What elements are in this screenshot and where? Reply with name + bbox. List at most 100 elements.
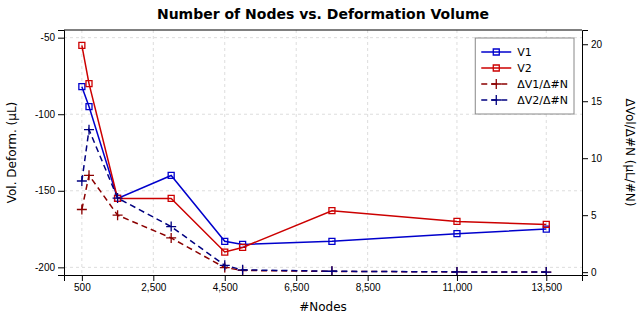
tick: -200 (35, 262, 64, 273)
tick-mark (582, 158, 588, 159)
point (79, 42, 85, 48)
tick-mark (153, 275, 154, 281)
point (168, 172, 174, 178)
legend-item: V1 (481, 46, 532, 59)
tick: 8,500 (356, 275, 381, 293)
point (86, 104, 92, 110)
grid (64, 30, 582, 275)
point (220, 260, 230, 270)
grid-line (64, 267, 582, 268)
y-axis: -200 -150 -100 -50 (35, 31, 65, 276)
legend: V1 V2 ΔV1/Δ#N ΔV2/Δ#N (475, 38, 574, 114)
x-axis: 500 2,500 4,500 6,500 8,500 11,000 13,500 (65, 275, 583, 293)
legend-box (475, 38, 574, 114)
point (541, 267, 551, 275)
tick: 6,500 (284, 275, 309, 293)
point (329, 208, 335, 214)
point (543, 221, 549, 227)
tick-mark (457, 275, 458, 281)
tick-label: -150 (35, 185, 55, 196)
tick-label: 10 (591, 153, 603, 164)
axis-line (58, 31, 65, 276)
grid-line (81, 30, 82, 275)
tick-label: 6,500 (284, 282, 309, 293)
tick-label: 500 (74, 282, 91, 293)
tick: 4,500 (213, 275, 238, 293)
point (84, 170, 94, 180)
point (329, 238, 335, 244)
tick: 10 (582, 153, 603, 164)
tick: 2,500 (141, 275, 166, 293)
point (86, 81, 92, 87)
tick-label: -200 (35, 262, 55, 273)
point (327, 266, 337, 275)
legend-item: ΔV1/Δ#N (481, 78, 568, 91)
tick-mark (582, 101, 588, 102)
point (240, 244, 246, 250)
grid-line (456, 30, 457, 275)
legend-marker (491, 79, 501, 89)
point (113, 193, 123, 203)
tick-mark (58, 267, 64, 268)
point (168, 195, 174, 201)
legend-label: ΔV1/Δ#N (517, 78, 568, 91)
frame-line (64, 30, 582, 31)
legend-marker (493, 65, 499, 71)
tick-label: 15 (591, 96, 603, 107)
tick: 0 (582, 267, 597, 278)
point (222, 249, 228, 255)
tick-label: 13,500 (531, 282, 562, 293)
tick-label: 2,500 (141, 282, 166, 293)
point (166, 222, 176, 232)
tick-mark (58, 191, 64, 192)
grid-line (296, 30, 297, 275)
tick: 20 (582, 39, 603, 50)
tick: -50 (41, 32, 64, 43)
grid-line (153, 30, 154, 275)
point (84, 125, 94, 135)
axis-line (65, 276, 583, 282)
tick-label: 20 (591, 39, 603, 50)
point (238, 265, 248, 275)
grid-line (64, 190, 582, 191)
tick-label: -50 (41, 32, 56, 43)
point (327, 266, 337, 275)
legend-item: V2 (481, 62, 532, 75)
point (79, 84, 85, 90)
tick-mark (58, 114, 64, 115)
title: Number of Nodes vs. Deformation Volume (157, 6, 489, 22)
legend-item: ΔV2/Δ#N (481, 94, 568, 107)
axis-line (583, 31, 589, 276)
point (113, 210, 123, 220)
point (454, 218, 460, 224)
grid-line (367, 30, 368, 275)
point (77, 204, 87, 214)
point (541, 267, 551, 275)
chart: 5002,5004,5006,5008,50011,00013,500-200-… (0, 0, 640, 319)
point (77, 176, 87, 186)
legend-marker (491, 95, 501, 105)
tick-label: 0 (591, 267, 597, 278)
tick: 5 (582, 210, 597, 221)
tick: 15 (582, 96, 603, 107)
tick-mark (296, 275, 297, 281)
tick-mark (368, 275, 369, 281)
tick: 11,000 (443, 275, 473, 293)
tick-mark (225, 275, 226, 281)
tick-label: 5 (591, 210, 597, 221)
point (238, 265, 248, 275)
series-line (82, 130, 546, 272)
tick-mark (82, 275, 83, 281)
point (222, 238, 228, 244)
legend-label: V2 (517, 62, 532, 75)
y-axis-title: Vol. Deform. (μL) (5, 102, 19, 204)
tick: -100 (35, 109, 64, 120)
tick-mark (58, 38, 64, 39)
tick: 13,500 (531, 275, 562, 293)
y2-axis-title: ΔVol/Δ#N (μL/#N) (623, 98, 637, 206)
x-axis-title: #Nodes (299, 300, 347, 314)
tick: 500 (74, 275, 91, 293)
point (454, 231, 460, 237)
legend-marker (493, 49, 499, 55)
point (452, 267, 462, 275)
